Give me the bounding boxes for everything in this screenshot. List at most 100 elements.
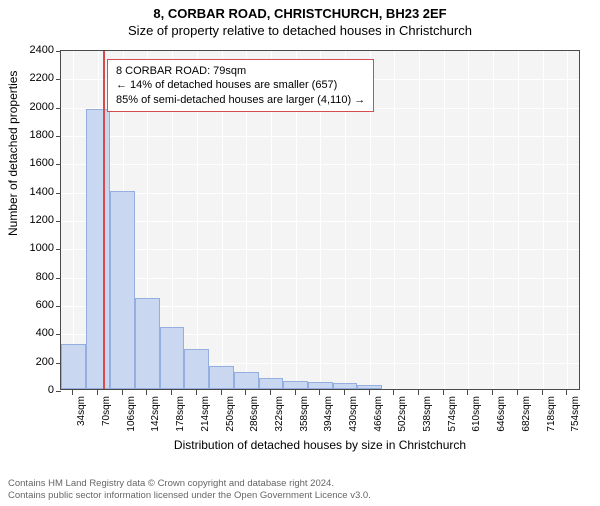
ytick-mark: [56, 164, 61, 165]
xtick-label: 646sqm: [496, 396, 507, 432]
ytick-label: 0: [14, 384, 54, 396]
property-marker-line: [103, 51, 105, 389]
histogram-bar: [160, 327, 185, 389]
xtick-label: 358sqm: [299, 396, 310, 432]
xtick-label: 538sqm: [422, 396, 433, 432]
xtick-mark: [97, 390, 98, 395]
ytick-label: 1200: [14, 214, 54, 226]
xtick-mark: [492, 390, 493, 395]
page-title: 8, CORBAR ROAD, CHRISTCHURCH, BH23 2EF: [0, 6, 600, 21]
histogram-bar: [209, 366, 234, 389]
ytick-mark: [56, 108, 61, 109]
ytick-label: 1000: [14, 242, 54, 254]
histogram-bar: [61, 344, 86, 389]
ytick-mark: [56, 136, 61, 137]
footer-line-2: Contains public sector information licen…: [8, 490, 371, 502]
xtick-mark: [467, 390, 468, 395]
ytick-label: 2000: [14, 101, 54, 113]
page-subtitle: Size of property relative to detached ho…: [0, 23, 600, 38]
ytick-label: 2200: [14, 72, 54, 84]
y-axis-label: Number of detached properties: [6, 71, 20, 236]
xtick-mark: [566, 390, 567, 395]
xtick-label: 214sqm: [200, 396, 211, 432]
histogram-bar: [357, 385, 382, 389]
xtick-label: 106sqm: [126, 396, 137, 432]
gridline-v: [468, 51, 469, 389]
xtick-mark: [393, 390, 394, 395]
ytick-label: 800: [14, 271, 54, 283]
gridline-v: [419, 51, 420, 389]
ytick-mark: [56, 278, 61, 279]
ytick-mark: [56, 334, 61, 335]
ytick-mark: [56, 249, 61, 250]
annotation-line-2: ← 14% of detached houses are smaller (65…: [116, 78, 365, 92]
ytick-label: 1800: [14, 129, 54, 141]
histogram-bar: [184, 349, 209, 389]
histogram-bar: [308, 382, 333, 389]
plot-area: 8 CORBAR ROAD: 79sqm← 14% of detached ho…: [60, 50, 580, 390]
xtick-label: 70sqm: [101, 396, 112, 426]
xtick-label: 394sqm: [323, 396, 334, 432]
ytick-mark: [56, 221, 61, 222]
gridline-v: [493, 51, 494, 389]
xtick-label: 250sqm: [225, 396, 236, 432]
histogram-bar: [86, 109, 111, 390]
annotation-line-1: 8 CORBAR ROAD: 79sqm: [116, 64, 365, 78]
xtick-label: 178sqm: [175, 396, 186, 432]
ytick-label: 200: [14, 356, 54, 368]
xtick-mark: [72, 390, 73, 395]
annotation-box: 8 CORBAR ROAD: 79sqm← 14% of detached ho…: [107, 59, 374, 112]
xtick-label: 34sqm: [76, 396, 87, 426]
ytick-mark: [56, 306, 61, 307]
histogram-bar: [259, 378, 284, 389]
ytick-mark: [56, 391, 61, 392]
histogram-bar: [135, 298, 160, 389]
xtick-mark: [369, 390, 370, 395]
xtick-label: 430sqm: [348, 396, 359, 432]
ytick-mark: [56, 51, 61, 52]
xtick-mark: [122, 390, 123, 395]
xtick-mark: [295, 390, 296, 395]
x-axis-label: Distribution of detached houses by size …: [60, 438, 580, 452]
xtick-label: 286sqm: [249, 396, 260, 432]
xtick-label: 718sqm: [546, 396, 557, 432]
histogram-bar: [333, 383, 358, 389]
histogram-chart: 8 CORBAR ROAD: 79sqm← 14% of detached ho…: [60, 50, 580, 430]
xtick-mark: [418, 390, 419, 395]
xtick-label: 754sqm: [570, 396, 581, 432]
xtick-mark: [542, 390, 543, 395]
xtick-label: 610sqm: [471, 396, 482, 432]
gridline-v: [518, 51, 519, 389]
xtick-label: 502sqm: [397, 396, 408, 432]
gridline-v: [543, 51, 544, 389]
ytick-mark: [56, 193, 61, 194]
footer-line-1: Contains HM Land Registry data © Crown c…: [8, 478, 371, 490]
gridline-v: [444, 51, 445, 389]
gridline-v: [73, 51, 74, 389]
ytick-label: 400: [14, 327, 54, 339]
xtick-mark: [270, 390, 271, 395]
xtick-mark: [196, 390, 197, 395]
histogram-bar: [283, 381, 308, 390]
ytick-label: 2400: [14, 44, 54, 56]
histogram-bar: [110, 191, 135, 389]
ytick-label: 1400: [14, 186, 54, 198]
xtick-label: 142sqm: [150, 396, 161, 432]
xtick-label: 574sqm: [447, 396, 458, 432]
xtick-mark: [245, 390, 246, 395]
xtick-mark: [171, 390, 172, 395]
xtick-label: 466sqm: [373, 396, 384, 432]
footer-attribution: Contains HM Land Registry data © Crown c…: [8, 478, 371, 502]
gridline-v: [394, 51, 395, 389]
annotation-line-3: 85% of semi-detached houses are larger (…: [116, 93, 365, 107]
xtick-mark: [319, 390, 320, 395]
xtick-label: 322sqm: [274, 396, 285, 432]
xtick-mark: [517, 390, 518, 395]
histogram-bar: [234, 372, 259, 389]
xtick-mark: [344, 390, 345, 395]
xtick-mark: [146, 390, 147, 395]
ytick-mark: [56, 79, 61, 80]
ytick-label: 1600: [14, 157, 54, 169]
xtick-mark: [221, 390, 222, 395]
gridline-v: [567, 51, 568, 389]
